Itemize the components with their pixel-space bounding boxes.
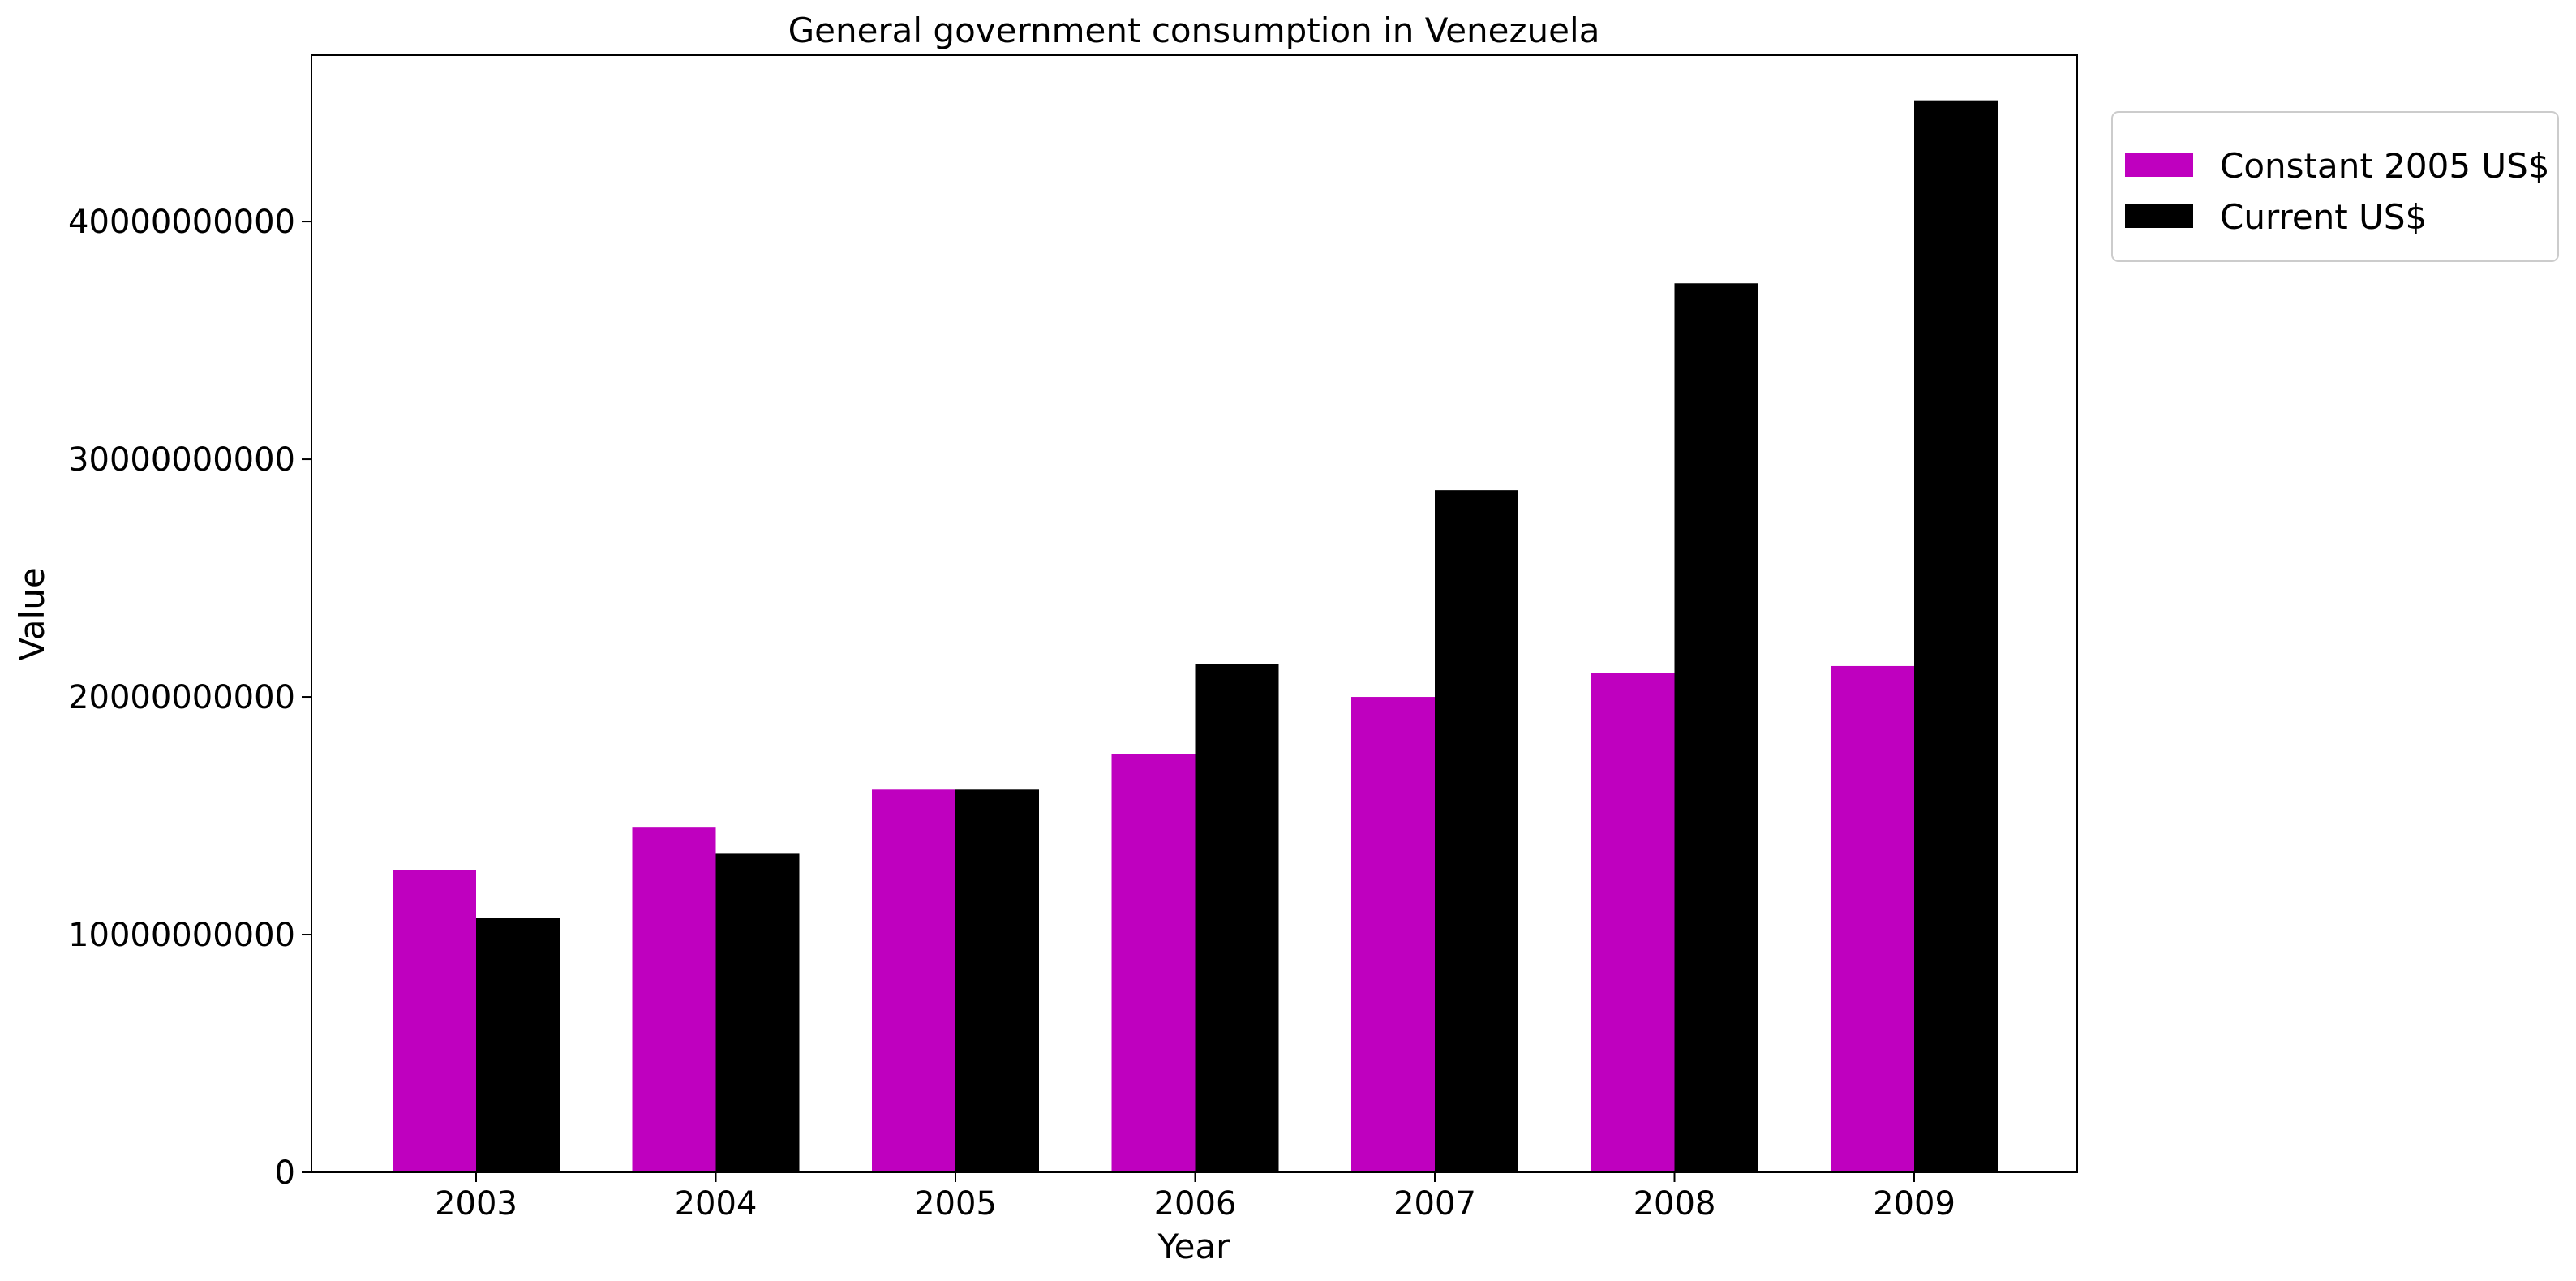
bar-current-usd-2004 <box>715 853 800 1172</box>
bar-constant-2005-usd-2004 <box>632 827 716 1172</box>
y-axis-ticks: 0 10000000000 20000000000 30000000000 400000… <box>68 204 311 1192</box>
bar-current-usd-2005 <box>955 789 1039 1172</box>
legend-frame <box>2111 111 2559 262</box>
legend-entry-label: Constant 2005 US$ <box>2220 146 2550 186</box>
bar-current-usd-2003 <box>476 918 560 1172</box>
bar-constant-2005-usd-2003 <box>393 870 476 1172</box>
legend-swatch <box>2125 153 2193 177</box>
x-tick-label: 2008 <box>1634 1185 1716 1223</box>
bar-constant-2005-usd-2005 <box>872 789 955 1172</box>
y-axis-label: Value <box>12 567 52 660</box>
x-axis-ticks: 2003 2004 2005 2006 2007 2008 2009 <box>435 1172 1956 1223</box>
x-tick-label: 2003 <box>435 1185 517 1223</box>
bar-constant-2005-usd-2007 <box>1351 697 1435 1172</box>
y-tick-label: 10000000000 <box>68 917 295 954</box>
bar-current-usd-2008 <box>1674 283 1758 1173</box>
x-axis-label: Year <box>1157 1227 1231 1266</box>
bar-constant-2005-usd-2008 <box>1591 673 1675 1172</box>
x-tick-label: 2004 <box>675 1185 758 1223</box>
x-tick-label: 2009 <box>1873 1185 1956 1223</box>
bar-current-usd-2009 <box>1914 100 1998 1172</box>
chart-title: General government consumption in Venezu… <box>788 11 1600 50</box>
y-tick-label: 20000000000 <box>68 679 295 716</box>
legend-entry-label: Current US$ <box>2220 197 2427 237</box>
bars-group <box>393 100 1998 1173</box>
legend: Constant 2005 US$ Current US$ <box>2111 111 2559 262</box>
plot-area-frame <box>311 54 2078 1173</box>
x-tick-label: 2007 <box>1393 1185 1476 1223</box>
bar-current-usd-2007 <box>1435 490 1518 1172</box>
bar-current-usd-2006 <box>1195 664 1279 1172</box>
y-tick-label: 0 <box>275 1154 295 1192</box>
y-tick-label: 40000000000 <box>68 204 295 241</box>
bar-constant-2005-usd-2006 <box>1111 754 1196 1172</box>
y-tick-label: 30000000000 <box>68 441 295 479</box>
legend-swatch <box>2125 204 2193 228</box>
x-tick-label: 2006 <box>1154 1185 1237 1223</box>
bar-constant-2005-usd-2009 <box>1831 665 1914 1172</box>
x-tick-label: 2005 <box>914 1185 997 1223</box>
